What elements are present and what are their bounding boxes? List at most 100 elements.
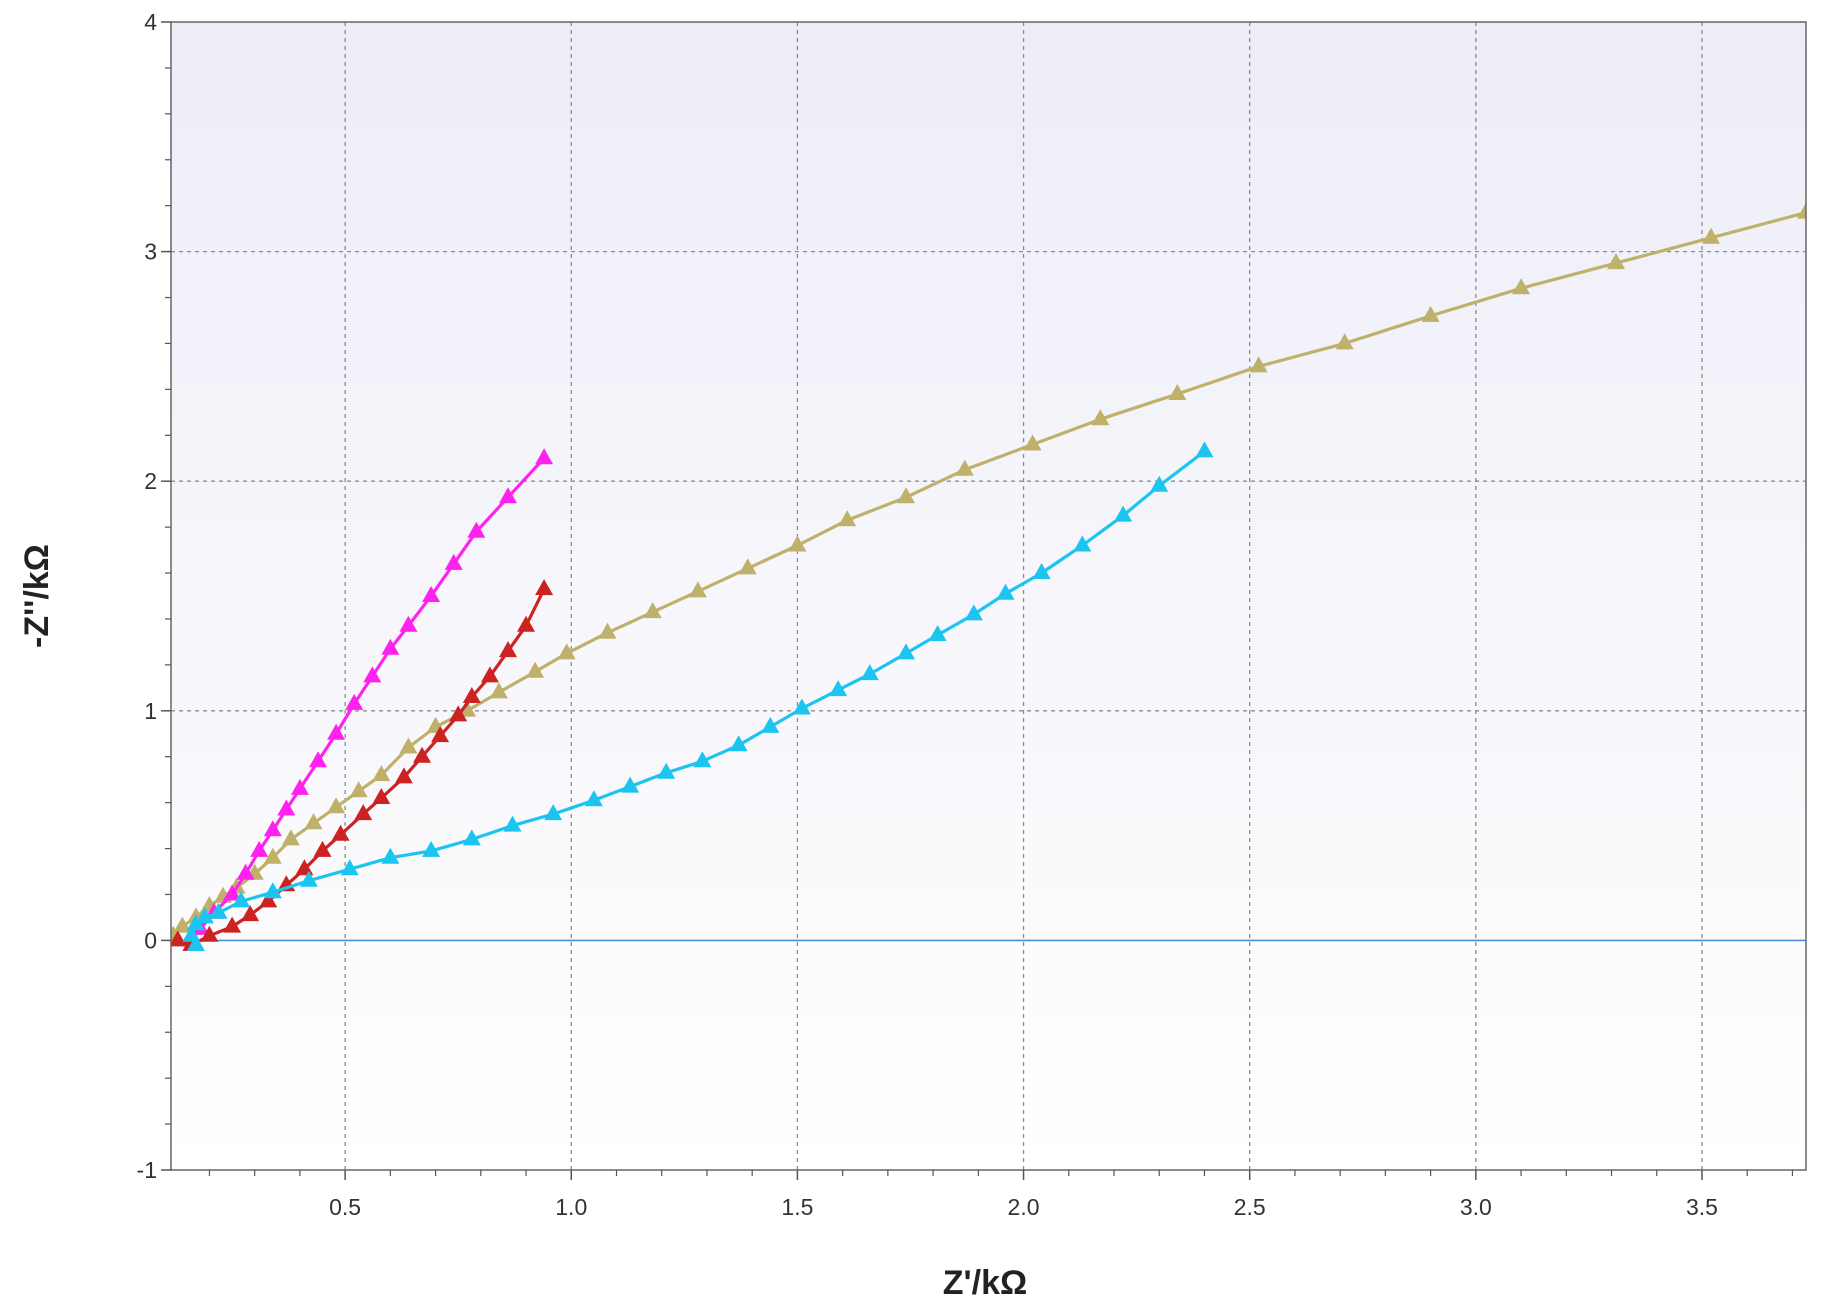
y-tick-label: 4: [144, 9, 157, 35]
x-tick-label: 3.0: [1460, 1194, 1492, 1220]
triangle-marker: [544, 804, 563, 821]
axes: 0.5 1.0 1.5 2.0 2.5 3.0 3.5 -1 0 1 2 3 4: [137, 9, 1794, 1220]
triangle-marker: [1032, 563, 1051, 579]
triangle-marker: [241, 905, 260, 922]
triangle-marker: [535, 579, 554, 596]
triangle-marker: [394, 767, 413, 784]
triangle-marker: [354, 804, 373, 821]
triangle-marker: [1607, 253, 1625, 270]
triangle-marker: [209, 902, 228, 919]
triangle-marker: [829, 680, 848, 697]
triangle-marker: [223, 916, 242, 933]
triangle-marker: [955, 459, 974, 476]
x-tick-label: 2.0: [1008, 1194, 1040, 1220]
triangle-marker: [1195, 441, 1214, 458]
triangle-marker: [1168, 384, 1187, 400]
y-axis-title: -Z''/kΩ: [18, 544, 56, 648]
triangle-marker: [964, 604, 983, 621]
triangle-marker: [313, 840, 332, 857]
triangle-marker: [422, 586, 441, 602]
triangle-marker: [195, 907, 214, 924]
series-3: [171, 579, 554, 951]
triangle-marker: [1702, 227, 1720, 244]
triangle-marker: [223, 884, 242, 901]
triangle-marker: [236, 863, 255, 880]
y-tick-label: 1: [144, 698, 157, 724]
triangle-marker: [290, 778, 309, 795]
triangle-marker: [489, 682, 508, 699]
triangle-marker: [693, 751, 712, 768]
triangle-marker: [860, 664, 879, 681]
triangle-marker: [327, 797, 346, 814]
series-4: [182, 441, 1214, 951]
triangle-marker: [250, 840, 269, 857]
triangle-marker: [458, 700, 477, 717]
triangle-marker: [372, 788, 391, 804]
triangle-marker: [1797, 202, 1806, 219]
triangle-marker: [363, 666, 382, 683]
triangle-marker: [621, 776, 640, 793]
triangle-marker: [327, 723, 346, 740]
x-tick-label: 1.0: [555, 1194, 587, 1220]
triangle-marker: [1335, 333, 1354, 350]
triangle-marker: [299, 870, 318, 887]
triangle-marker: [1073, 535, 1092, 552]
triangle-marker: [467, 521, 486, 538]
triangle-marker: [792, 698, 811, 715]
triangle-marker: [838, 510, 857, 527]
triangle-marker: [499, 487, 517, 504]
triangle-marker: [349, 781, 368, 798]
triangle-marker: [444, 553, 463, 570]
triangle-marker: [381, 638, 400, 655]
triangle-marker: [173, 916, 192, 933]
triangle-marker: [399, 615, 418, 632]
triangle-marker: [182, 925, 201, 942]
y-tick-label: -1: [137, 1157, 157, 1183]
y-tick-label: 3: [144, 239, 157, 265]
data-series-group: [171, 202, 1806, 951]
triangle-marker: [643, 602, 662, 619]
triangle-marker: [499, 641, 517, 658]
triangle-marker: [422, 840, 441, 857]
triangle-marker: [200, 925, 219, 942]
triangle-marker: [462, 829, 481, 846]
triangle-marker: [399, 737, 418, 754]
triangle-marker: [431, 726, 450, 743]
x-tick-label: 3.5: [1686, 1194, 1718, 1220]
triangle-marker: [381, 847, 400, 864]
triangle-marker: [263, 882, 282, 899]
triangle-marker: [729, 735, 748, 752]
triangle-marker: [788, 535, 807, 552]
triangle-marker: [535, 448, 554, 465]
triangle-marker: [186, 935, 205, 951]
x-axis-title: Z'/kΩ: [943, 1264, 1027, 1302]
triangle-marker: [657, 762, 676, 779]
triangle-marker: [462, 687, 481, 703]
triangle-marker: [340, 859, 359, 876]
triangle-marker: [897, 643, 915, 660]
triangle-marker: [584, 790, 603, 807]
triangle-marker: [232, 891, 251, 908]
triangle-marker: [281, 829, 300, 846]
triangle-marker: [331, 824, 350, 841]
triangle-marker: [557, 643, 576, 660]
triangle-marker: [598, 622, 617, 639]
triangle-marker: [1512, 278, 1531, 295]
triangle-marker: [277, 799, 296, 816]
triangle-marker: [738, 558, 757, 575]
triangle-marker: [345, 693, 364, 710]
triangle-marker: [186, 914, 205, 931]
triangle-marker: [1023, 434, 1042, 451]
triangle-marker: [259, 891, 278, 908]
triangle-marker: [1091, 409, 1110, 426]
plot-area-background: [171, 22, 1806, 1170]
triangle-marker: [503, 815, 522, 832]
y-tick-label: 2: [144, 468, 157, 494]
triangle-marker: [1150, 475, 1169, 492]
triangle-marker: [263, 847, 282, 864]
triangle-marker: [761, 716, 780, 733]
triangle-marker: [1249, 356, 1268, 373]
triangle-marker: [449, 705, 468, 722]
triangle-marker: [309, 751, 327, 768]
